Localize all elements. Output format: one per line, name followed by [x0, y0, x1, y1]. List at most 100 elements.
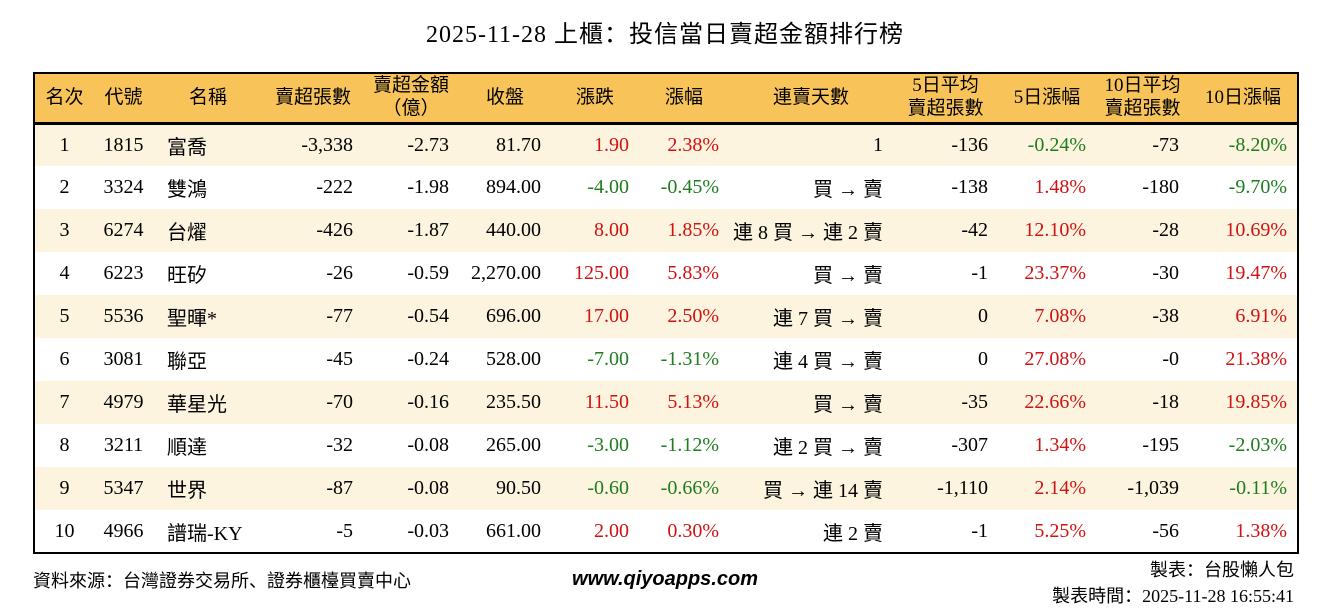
cell-change: 11.50: [584, 391, 629, 413]
cell-avg10-net-sell-shares: -18: [1152, 391, 1179, 413]
cell-net-sell-shares: -26: [326, 262, 353, 284]
cell-name: 富喬: [167, 136, 207, 159]
cell-close: 661.00: [486, 519, 541, 542]
cell-avg10-net-sell-shares: -180: [1142, 176, 1179, 198]
col-header-consecutive-sell-days: 連賣天數: [729, 73, 893, 125]
cell-name: 華星光: [167, 394, 227, 416]
table-row: 1 1815 富喬 -3,338 -2.73 81.70 1.90 2.38% 1 -136 -0.…: [34, 123, 1298, 166]
cell-avg5-net-sell-shares: -1: [971, 262, 988, 284]
cell-rank: 1: [59, 133, 70, 156]
cell-rank: 5: [59, 305, 70, 327]
cell-pct10-change: 6.91%: [1235, 305, 1287, 327]
cell-avg10-net-sell-shares: -0: [1162, 348, 1179, 370]
cell-avg5-net-sell-shares: -42: [961, 219, 988, 241]
cell-code: 3211: [103, 434, 144, 456]
cell-consecutive-sell-days: 買 → 賣: [813, 265, 883, 287]
col-header-avg5-net-sell-shares: 5日平均 賣超張數: [893, 73, 998, 125]
cell-pct5-change: 7.08%: [1034, 305, 1086, 327]
cell-pct10-change: -9.70%: [1228, 176, 1287, 198]
col-header-close: 收盤: [459, 73, 551, 125]
made-at-timestamp: 製表時間：2025-11-28 16:55:41: [1052, 586, 1294, 606]
cell-pct5-change: -0.24%: [1027, 133, 1086, 156]
cell-net-sell-shares: -77: [326, 305, 353, 327]
cell-name: 順達: [167, 437, 207, 459]
cell-avg10-net-sell-shares: -1,039: [1127, 477, 1179, 499]
cell-net-sell-shares: -87: [326, 477, 353, 499]
table-row: 7 4979 華星光 -70 -0.16 235.50 11.50 5.13% 買 → 賣 -35…: [34, 381, 1298, 424]
cell-net-sell-amount-100m: -1.87: [407, 219, 449, 241]
cell-close: 90.50: [496, 477, 541, 499]
cell-change: 2.00: [594, 519, 629, 542]
cell-consecutive-sell-days: 買 → 賣: [813, 179, 883, 201]
cell-consecutive-sell-days: 1: [873, 133, 883, 156]
cell-avg10-net-sell-shares: -195: [1142, 434, 1179, 456]
cell-rank: 9: [59, 477, 70, 499]
cell-rank: 6: [59, 348, 70, 370]
cell-rank: 4: [59, 262, 70, 284]
cell-code: 6274: [103, 219, 144, 241]
cell-change-pct: 2.50%: [667, 305, 719, 327]
ranking-table: 名次 代號 名稱 賣超張數 賣超金額 （億） 收盤 漲跌 漲幅 連賣天數 5日平…: [33, 72, 1299, 554]
table-row: 2 3324 雙鴻 -222 -1.98 894.00 -4.00 -0.45% 買 → 賣 -1…: [34, 166, 1298, 209]
credit-block: 製表：台股懶人包 製表時間：2025-11-28 16:55:41: [1052, 557, 1294, 609]
cell-consecutive-sell-days: 連 2 買 → 賣: [773, 437, 883, 459]
cell-pct5-change: 5.25%: [1034, 519, 1086, 542]
cell-avg10-net-sell-shares: -38: [1152, 305, 1179, 327]
col-header-net-sell-amount-100m: 賣超金額 （億）: [363, 73, 459, 125]
cell-avg5-net-sell-shares: -138: [951, 176, 988, 198]
cell-name: 旺矽: [167, 265, 207, 287]
cell-name: 台燿: [167, 222, 207, 244]
table-header: 名次 代號 名稱 賣超張數 賣超金額 （億） 收盤 漲跌 漲幅 連賣天數 5日平…: [34, 73, 1298, 125]
cell-change-pct: 1.85%: [667, 219, 719, 241]
cell-avg5-net-sell-shares: -1,110: [937, 477, 988, 499]
cell-code: 5347: [103, 477, 144, 499]
cell-change: 8.00: [594, 219, 629, 241]
cell-pct10-change: 21.38%: [1225, 348, 1287, 370]
col-header-change: 漲跌: [551, 73, 639, 125]
cell-avg10-net-sell-shares: -73: [1152, 133, 1179, 156]
cell-close: 235.50: [486, 391, 541, 413]
cell-consecutive-sell-days: 買 → 賣: [813, 394, 883, 416]
page-title: 2025-11-28 上櫃：投信當日賣超金額排行榜: [425, 22, 905, 48]
cell-rank: 3: [59, 219, 70, 241]
col-header-rank: 名次: [34, 73, 94, 125]
cell-net-sell-shares: -5: [336, 519, 353, 542]
cell-close: 440.00: [486, 219, 541, 241]
cell-avg5-net-sell-shares: -1: [971, 519, 988, 542]
cell-consecutive-sell-days: 連 7 買 → 賣: [773, 308, 883, 330]
cell-avg5-net-sell-shares: -307: [951, 434, 988, 456]
cell-change-pct: -1.12%: [660, 434, 719, 456]
cell-net-sell-amount-100m: -0.54: [407, 305, 449, 327]
cell-consecutive-sell-days: 連 4 買 → 賣: [773, 351, 883, 373]
cell-change-pct: -0.45%: [660, 176, 719, 198]
cell-change-pct: 5.13%: [667, 391, 719, 413]
cell-pct10-change: 19.47%: [1225, 262, 1287, 284]
cell-code: 4979: [103, 391, 144, 413]
made-by-note: 製表：台股懶人包: [1150, 560, 1294, 580]
cell-avg5-net-sell-shares: 0: [978, 348, 988, 370]
table-row: 9 5347 世界 -87 -0.08 90.50 -0.60 -0.66% 買 → 連 14 …: [34, 467, 1298, 510]
table-row: 8 3211 順達 -32 -0.08 265.00 -3.00 -1.12% 連 2 買 → …: [34, 424, 1298, 467]
table-row: 6 3081 聯亞 -45 -0.24 528.00 -7.00 -1.31% 連 4 買 → …: [34, 338, 1298, 381]
cell-net-sell-shares: -70: [326, 391, 353, 413]
cell-net-sell-amount-100m: -0.08: [407, 434, 449, 456]
cell-net-sell-shares: -426: [316, 219, 353, 241]
col-header-code: 代號: [94, 73, 153, 125]
cell-pct5-change: 27.08%: [1024, 348, 1086, 370]
col-header-net-sell-shares: 賣超張數: [263, 73, 363, 125]
cell-pct10-change: -2.03%: [1228, 434, 1287, 456]
cell-avg10-net-sell-shares: -56: [1152, 519, 1179, 542]
cell-close: 894.00: [486, 176, 541, 198]
cell-net-sell-amount-100m: -2.73: [407, 133, 449, 156]
cell-net-sell-amount-100m: -0.03: [407, 519, 449, 542]
table-row: 10 4966 譜瑞-KY -5 -0.03 661.00 2.00 0.30% 連 2 賣 -1…: [34, 510, 1298, 553]
cell-net-sell-shares: -32: [326, 434, 353, 456]
col-header-avg10-net-sell-shares: 10日平均 賣超張數: [1096, 73, 1189, 125]
cell-pct5-change: 23.37%: [1024, 262, 1086, 284]
cell-close: 2,270.00: [471, 262, 541, 284]
table-row: 4 6223 旺矽 -26 -0.59 2,270.00 125.00 5.83% 買 → 賣 -…: [34, 252, 1298, 295]
cell-avg5-net-sell-shares: 0: [978, 305, 988, 327]
cell-rank: 7: [59, 391, 70, 413]
cell-code: 1815: [103, 133, 144, 156]
